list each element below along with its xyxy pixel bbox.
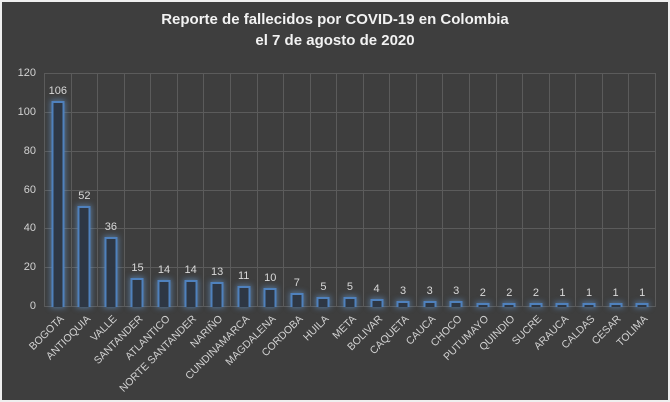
bar-data-label: 10: [264, 272, 277, 284]
bar: [77, 206, 91, 307]
category-cell: 2 SUCRE: [510, 74, 549, 347]
bar: [609, 303, 623, 307]
bar: [184, 280, 198, 307]
bar-category-cells: 106 BOGOTA 52 ANTIOQUIA 36 VALLE 15 SANTANDER 14…: [27, 74, 656, 395]
bar-data-label: 14: [184, 264, 197, 276]
category-cell: 1 TOLIMA: [615, 74, 655, 349]
category-cell: 1 CESAR: [590, 74, 629, 347]
bar-data-label: 1: [612, 287, 619, 299]
bar: [237, 286, 251, 307]
bar-data-label: 14: [157, 264, 171, 276]
y-axis-tick-label: 20: [23, 261, 36, 274]
bar-data-label: 11: [238, 270, 250, 282]
bar: [51, 101, 65, 307]
y-axis-tick-label: 120: [17, 67, 36, 79]
category-cell: 4 BOLIVAR: [345, 74, 390, 353]
bar-data-label: 15: [131, 262, 144, 274]
bar-data-label: 2: [506, 287, 513, 299]
y-axis-tick-label: 40: [23, 222, 36, 235]
x-axis-category-label: HUILA: [301, 313, 332, 344]
chart-title-line2: el 7 de agosto de 2020: [255, 32, 415, 49]
horizontal-gridline: [44, 73, 656, 74]
bar: [502, 303, 516, 307]
horizontal-gridline: [44, 150, 656, 152]
category-cell: 13 NARIÑO: [188, 74, 230, 350]
bar-data-label: 2: [479, 287, 486, 299]
horizontal-gridline: [44, 189, 656, 191]
horizontal-gridline: [44, 267, 656, 269]
category-cell: 1 ARAUCA: [532, 74, 576, 352]
bar: [263, 288, 277, 307]
bar-data-label: 13: [211, 266, 224, 278]
bar: [529, 303, 543, 307]
bar: [130, 278, 144, 307]
bar-data-label: 5: [346, 281, 354, 293]
category-cell: 36 VALLE: [88, 74, 124, 344]
horizontal-gridline: [44, 228, 656, 230]
bar: [635, 303, 649, 307]
bar-data-label: 106: [48, 85, 67, 97]
bar: [370, 299, 384, 307]
bar: [157, 280, 171, 307]
bar-data-label: 3: [400, 285, 407, 297]
chart-title-line1: Reporte de fallecidos por COVID-19 en Co…: [161, 11, 509, 28]
category-cell: 2 QUINDIO: [478, 74, 523, 353]
category-cell: 106 BOGOTA: [27, 74, 71, 353]
horizontal-gridline: [44, 111, 656, 113]
category-cell: 5 META: [330, 74, 363, 342]
category-cell: 11 CUNDINAMARCA: [183, 74, 257, 382]
bar-data-label: 4: [373, 283, 380, 295]
category-cell: 14 ATLANTICO: [123, 74, 177, 363]
bar-data-label: 3: [453, 285, 460, 297]
category-cell: 2 PUTUMAYO: [441, 74, 496, 363]
bar: [423, 301, 437, 307]
bar: [210, 282, 224, 307]
bar-data-label: 1: [559, 287, 566, 299]
bar-data-label: 3: [426, 285, 433, 297]
category-cell: 14 NORTE SANTANDER: [117, 74, 204, 395]
plot-area: 106 BOGOTA 52 ANTIOQUIA 36 VALLE 15 SANTANDER 14…: [27, 73, 656, 395]
category-cell: 5 HUILA: [302, 74, 337, 343]
bar: [582, 303, 596, 307]
category-cell: 3 CAQUETA: [368, 74, 416, 357]
y-axis-tick-label: 60: [23, 183, 36, 196]
bar-data-label: 1: [585, 287, 593, 299]
bar: [104, 237, 118, 307]
bar: [555, 303, 569, 307]
bar-data-label: 1: [639, 287, 646, 299]
category-cell: 10 MAGDALENA: [224, 74, 284, 368]
y-axis-tick-label: 80: [23, 144, 36, 157]
bar: [290, 293, 304, 307]
bar: [476, 303, 490, 307]
chart-title: Reporte de fallecidos por COVID-19 en Co…: [2, 9, 668, 51]
category-cell: 52 ANTIOQUIA: [43, 74, 98, 362]
bar-data-label: 7: [293, 277, 300, 289]
bar-data-label: 5: [320, 281, 327, 293]
bar-data-label: 2: [532, 287, 539, 299]
category-cell: 3 CHOCO: [429, 74, 469, 349]
category-cell: 3 CAUCA: [404, 74, 443, 347]
bar: [449, 301, 463, 307]
category-cell: 15 SANTANDER: [92, 74, 151, 367]
bar: [316, 297, 330, 307]
y-axis-tick-label: 0: [29, 300, 36, 312]
category-cell: 7 CORDOBA: [259, 74, 310, 359]
bar-data-label: 52: [78, 190, 91, 202]
category-cell: 1 CALDAS: [559, 74, 602, 351]
bar: [343, 297, 357, 307]
y-axis-tick-label: 100: [17, 105, 36, 118]
bar: [396, 301, 410, 307]
bar-data-label: 36: [104, 221, 118, 233]
